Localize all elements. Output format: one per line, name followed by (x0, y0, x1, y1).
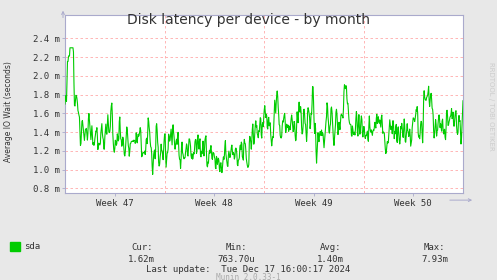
Text: Avg:: Avg: (320, 243, 341, 252)
Text: Munin 2.0.33-1: Munin 2.0.33-1 (216, 273, 281, 280)
Text: sda: sda (24, 242, 40, 251)
Text: 1.40m: 1.40m (317, 255, 344, 264)
Text: Max:: Max: (424, 243, 446, 252)
Text: Average IO Wait (seconds): Average IO Wait (seconds) (4, 62, 13, 162)
Text: RRDTOOL / TOBI OETIKER: RRDTOOL / TOBI OETIKER (488, 62, 494, 151)
Text: 763.70u: 763.70u (217, 255, 255, 264)
Text: Disk latency per device - by month: Disk latency per device - by month (127, 13, 370, 27)
Text: 1.62m: 1.62m (128, 255, 155, 264)
Bar (10, 242, 20, 251)
Text: Min:: Min: (225, 243, 247, 252)
Text: 7.93m: 7.93m (421, 255, 448, 264)
Text: Last update:  Tue Dec 17 16:00:17 2024: Last update: Tue Dec 17 16:00:17 2024 (147, 265, 350, 274)
Text: Cur:: Cur: (131, 243, 153, 252)
